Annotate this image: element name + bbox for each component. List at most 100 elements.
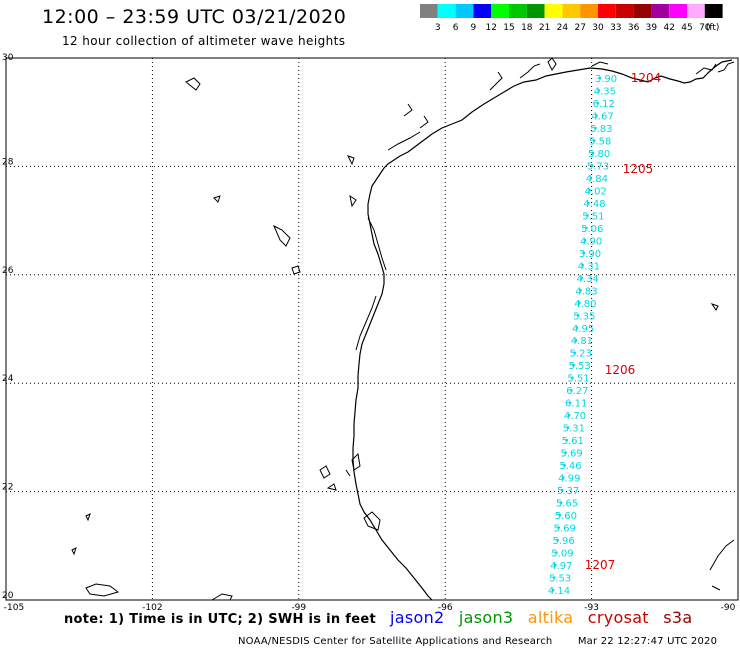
pass-time-label: 1206	[605, 363, 636, 377]
swh-label: 5.60	[555, 511, 577, 522]
pass-time-label: 1204	[631, 71, 662, 85]
scale-swatch	[544, 4, 563, 18]
footer: NOAA/NESDIS Center for Satellite Applica…	[238, 636, 739, 647]
scale-label: 3	[435, 23, 441, 33]
page-subtitle: 12 hour collection of altimeter wave hei…	[62, 34, 346, 48]
units-note: note: 1) Time is in UTC; 2) SWH is in fe…	[64, 612, 376, 627]
longitude-label: -102	[142, 603, 162, 613]
swh-label: 4.95	[572, 324, 594, 335]
swh-label: 5.65	[556, 499, 578, 510]
track-point	[598, 76, 602, 80]
track-point	[581, 264, 585, 267]
scale-swatch	[437, 4, 456, 18]
scale-swatch	[491, 4, 509, 18]
swh-label: 4.84	[586, 174, 608, 185]
swh-label: 3.90	[595, 74, 617, 85]
scale-label: 24	[557, 23, 569, 33]
swh-label: 5.61	[562, 436, 584, 447]
footer-timestamp: Mar 22 12:27:47 UTC 2020	[577, 636, 718, 647]
track-point	[553, 563, 557, 567]
swh-label: 5.35	[573, 311, 595, 322]
track-point	[551, 588, 555, 592]
scale-swatch	[455, 4, 474, 18]
latitude-label: 24	[2, 374, 14, 384]
altimeter-track: 3.904.356.124.675.835.585.805.734.844.02…	[548, 74, 617, 597]
track-point	[591, 151, 595, 155]
track-point	[582, 251, 586, 255]
swh-label: 6.11	[565, 399, 587, 410]
island-features	[71, 77, 735, 601]
map-frame	[5, 57, 739, 601]
track-point	[597, 89, 601, 92]
swh-label: 3.90	[579, 249, 601, 260]
swh-label: 6.27	[566, 386, 588, 397]
track-point	[572, 363, 575, 367]
scale-swatch	[687, 4, 705, 18]
track-point	[578, 301, 581, 305]
swh-label: 5.80	[588, 149, 610, 160]
swh-label: 5.51	[567, 374, 589, 385]
longitude-label: -90	[721, 603, 736, 613]
track-point	[576, 313, 580, 317]
track-point	[587, 201, 590, 205]
track-point	[595, 114, 598, 117]
longitude-label: -96	[438, 603, 453, 613]
track-point	[596, 101, 600, 105]
page-title: 12:00 – 23:59 UTC 03/21/2020	[42, 6, 347, 28]
longitude-label: -105	[4, 603, 24, 613]
track-point	[560, 488, 564, 492]
scale-label: 70	[699, 23, 711, 33]
track-point	[557, 526, 561, 529]
track-point	[570, 388, 573, 392]
track-point	[562, 476, 565, 479]
swh-label: 5.09	[551, 549, 573, 560]
track-point	[571, 376, 574, 380]
scale-label: 45	[681, 23, 692, 33]
swh-label: 4.90	[580, 236, 602, 247]
swh-label: 5.58	[589, 136, 611, 147]
longitude-label: -99	[291, 603, 306, 613]
scale-swatch	[580, 4, 598, 18]
scale-label: 15	[503, 23, 514, 33]
swh-label: 4.31	[578, 261, 600, 272]
scale-swatch	[669, 4, 687, 18]
scale-swatch	[526, 4, 545, 18]
track-point	[584, 226, 588, 230]
scale-swatch	[651, 4, 670, 18]
scale-label: 18	[521, 23, 533, 33]
swh-label: 4.35	[594, 86, 616, 97]
swh-label: 4.14	[548, 586, 570, 597]
track-point	[568, 401, 572, 404]
latitude-label: 30	[2, 53, 14, 63]
track-point	[580, 276, 583, 280]
swh-label: 6.12	[593, 99, 615, 110]
scale-label: 21	[539, 23, 550, 33]
track-point	[574, 338, 578, 342]
swh-label: 5.37	[557, 486, 579, 497]
scale-swatch	[473, 4, 492, 18]
color-scale-legend: 3 6 9 12 15 18 21 24 27 30 33 36 39 42 45 70(ft)	[420, 4, 723, 33]
scale-label: 12	[485, 23, 496, 33]
scale-swatch	[509, 4, 527, 18]
swh-label: 5.69	[554, 524, 576, 535]
pass-time-label: 1205	[623, 162, 654, 176]
scale-label: 9	[471, 23, 477, 33]
track-point	[566, 426, 570, 429]
footer-source: NOAA/NESDIS Center for Satellite Applica…	[238, 636, 553, 647]
latitude-label: 20	[2, 591, 14, 601]
pass-time-label: 1207	[585, 558, 616, 572]
swh-label: 4.83	[575, 286, 597, 297]
swh-label: 4.81	[571, 336, 593, 347]
track-point	[573, 351, 577, 355]
swh-label: 5.46	[559, 461, 581, 472]
track-point	[579, 288, 582, 292]
scale-swatch	[420, 4, 438, 18]
latitude-label: 26	[2, 266, 14, 276]
swh-label: 4.48	[583, 199, 605, 210]
swh-label: 5.83	[590, 124, 612, 135]
track-point	[575, 326, 579, 330]
swh-label: 5.23	[570, 349, 592, 360]
track-point	[583, 239, 587, 242]
track-point	[556, 538, 559, 542]
